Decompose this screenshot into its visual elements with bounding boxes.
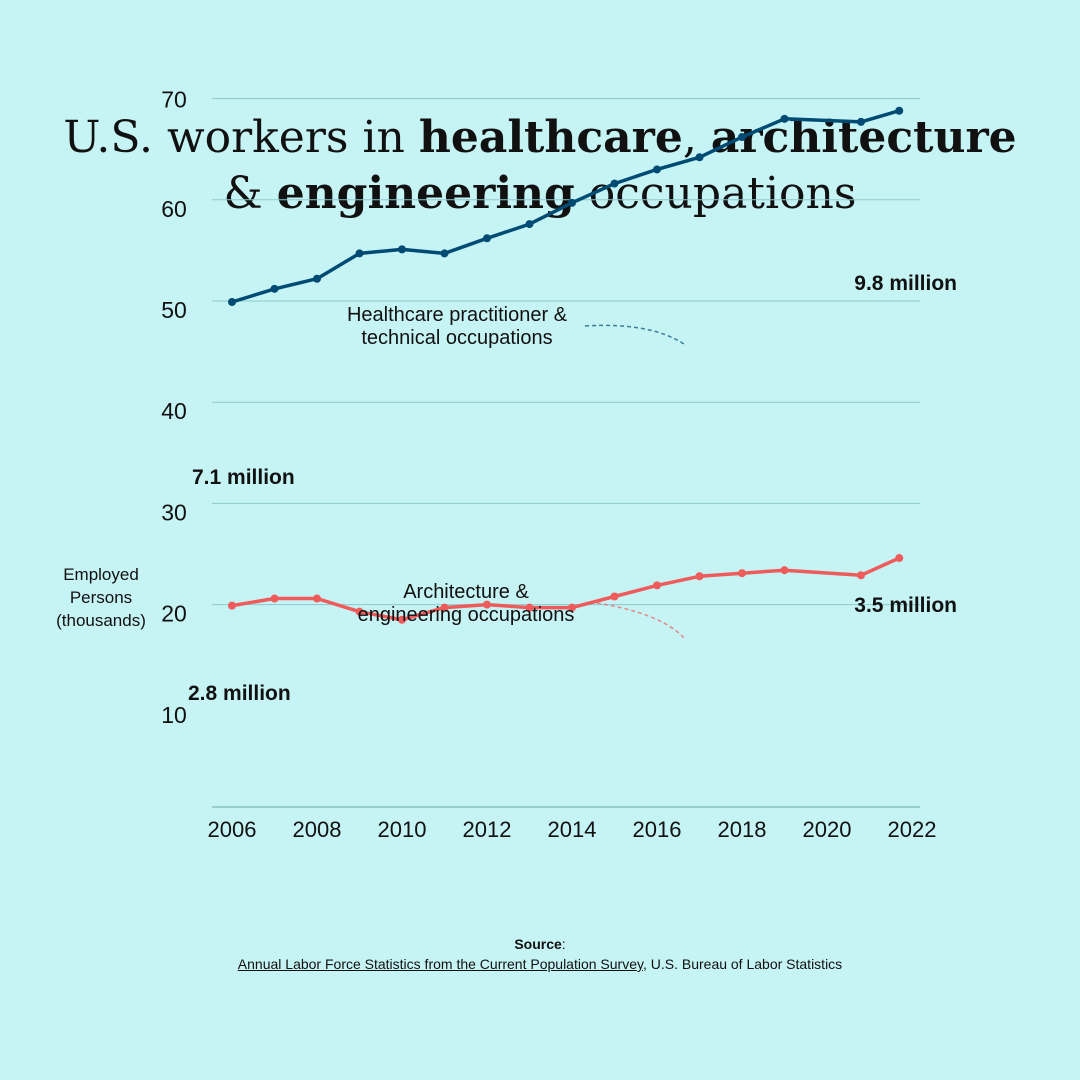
data-point [695, 572, 704, 581]
y-axis-label: Employed Persons (thousands) [56, 565, 146, 630]
data-point [780, 566, 789, 575]
annotation-leader [584, 324, 685, 345]
data-point [440, 249, 449, 258]
data-point [610, 179, 619, 188]
y-axis-label-line: Persons [70, 588, 132, 607]
series-name-label: engineering occupations [358, 604, 575, 626]
title-text: , [682, 112, 711, 163]
data-point [857, 571, 865, 580]
data-point [228, 298, 236, 307]
y-tick-label: 30 [161, 499, 187, 525]
series-group [228, 106, 904, 624]
data-point [313, 594, 321, 603]
data-point [857, 117, 865, 126]
title-text-bold: healthcare [418, 112, 683, 163]
y-axis-ticks: 10 20 30 40 50 60 70 [161, 87, 187, 728]
title-line-1: U.S. workers in healthcare, architecture [0, 110, 1080, 166]
data-point [568, 603, 576, 612]
x-tick-label: 2018 [718, 817, 767, 842]
data-point [653, 165, 661, 174]
annotations: Healthcare practitioner &technical occup… [188, 272, 957, 705]
title-line-2: & engineering occupations [0, 166, 1080, 222]
start-value-label: 2.8 million [188, 682, 291, 705]
data-point [355, 607, 364, 616]
start-value-label: 7.1 million [192, 466, 295, 489]
series-name-label: technical occupations [361, 327, 552, 349]
x-tick-label: 2020 [803, 817, 852, 842]
y-tick-label: 60 [161, 196, 187, 222]
title-text: & [223, 168, 277, 219]
data-point [653, 581, 661, 590]
title-text: U.S. workers in [63, 112, 419, 163]
data-point [355, 249, 364, 258]
data-point [780, 114, 789, 123]
x-tick-label: 2006 [208, 817, 257, 842]
y-tick-label: 20 [161, 601, 187, 627]
source-label: Source [514, 936, 562, 952]
x-tick-label: 2016 [633, 817, 682, 842]
y-tick-label: 70 [161, 87, 187, 113]
source-link[interactable]: Annual Labor Force Statistics from the C… [237, 956, 643, 972]
source-colon: : [561, 936, 566, 952]
series-2 [228, 554, 904, 624]
data-point [895, 554, 904, 563]
source-note: Source: Annual Labor Force Statistics fr… [0, 934, 1080, 974]
x-axis-ticks: 2006 2008 2010 2012 2014 2016 2018 2020 2022 [208, 817, 937, 842]
data-point [313, 274, 321, 283]
gridlines [212, 98, 920, 606]
y-tick-label: 40 [161, 398, 187, 424]
data-point [895, 106, 904, 115]
data-point [483, 234, 491, 243]
x-tick-label: 2010 [378, 817, 427, 842]
data-point [525, 603, 534, 612]
y-tick-label: 50 [161, 297, 187, 323]
chart-title: U.S. workers in healthcare, architecture… [0, 110, 1080, 222]
source-line-1: Source: [0, 934, 1080, 954]
series-1 [228, 106, 904, 307]
y-axis-label-line: (thousands) [56, 611, 146, 630]
data-point [440, 603, 449, 612]
title-text-bold: engineering [276, 168, 575, 219]
data-point [610, 592, 619, 601]
data-point [398, 615, 406, 624]
x-tick-label: 2008 [293, 817, 342, 842]
y-axis-label-line: Employed [63, 565, 139, 584]
data-point [228, 601, 236, 610]
data-point [270, 284, 279, 293]
series-name-label: Architecture & [403, 581, 529, 603]
series-line [231, 109, 900, 304]
data-point [568, 198, 576, 207]
source-publisher: , U.S. Bureau of Labor Statistics [642, 956, 843, 972]
source-line-2: Annual Labor Force Statistics from the C… [0, 954, 1080, 974]
data-point [738, 133, 746, 142]
data-point [483, 600, 491, 609]
y-tick-label: 10 [161, 702, 187, 728]
series-name-label: Healthcare practitioner & [347, 304, 568, 326]
series-line [231, 556, 901, 622]
data-point [525, 220, 534, 229]
x-tick-label: 2022 [888, 817, 937, 842]
data-point [738, 569, 746, 578]
end-value-label: 3.5 million [854, 594, 957, 617]
annotation-leader [589, 601, 685, 639]
data-point [695, 153, 704, 162]
data-point [270, 594, 279, 603]
end-value-label: 9.8 million [854, 272, 957, 295]
x-tick-label: 2012 [463, 817, 512, 842]
x-tick-label: 2014 [548, 817, 597, 842]
data-point [398, 245, 406, 254]
